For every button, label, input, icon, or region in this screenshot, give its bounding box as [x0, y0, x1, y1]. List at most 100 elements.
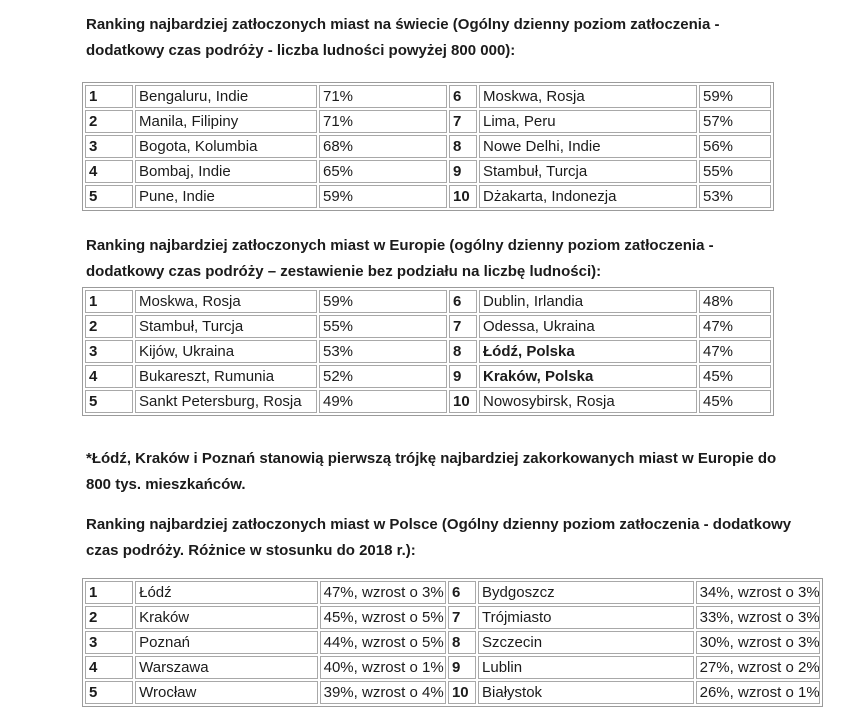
- city-cell: Stambuł, Turcja: [135, 315, 317, 338]
- rank-cell: 2: [85, 315, 133, 338]
- heading-line: Ranking najbardziej zatłoczonych miast w…: [86, 516, 792, 533]
- city-cell: Manila, Filipiny: [135, 110, 317, 133]
- city-cell: Sankt Petersburg, Rosja: [135, 390, 317, 413]
- rank-cell: 4: [85, 160, 133, 183]
- table-row: 4 Warszawa 40%, wzrost o 1% 9 Lublin 27%…: [85, 656, 820, 679]
- rank-cell: 2: [85, 110, 133, 133]
- value-cell: 59%: [319, 185, 447, 208]
- table-row: 3 Bogota, Kolumbia 68% 8 Nowe Delhi, Ind…: [85, 135, 771, 158]
- world-ranking-heading: Ranking najbardziej zatłoczonych miast n…: [86, 12, 850, 64]
- city-cell: Moskwa, Rosja: [135, 290, 317, 313]
- city-cell: Odessa, Ukraina: [479, 315, 697, 338]
- value-cell: 33%, wzrost o 3%: [695, 606, 820, 629]
- city-cell: Kraków, Polska: [479, 365, 697, 388]
- city-cell: Stambuł, Turcja: [479, 160, 697, 183]
- rank-cell: 4: [85, 656, 134, 679]
- heading-line: Ranking najbardziej zatłoczonych miast w…: [86, 237, 714, 254]
- rank-cell: 8: [447, 631, 477, 654]
- city-cell: Warszawa: [135, 656, 318, 679]
- table-row: 1 Łódź 47%, wzrost o 3% 6 Bydgoszcz 34%,…: [85, 581, 820, 604]
- rank-cell: 7: [447, 606, 477, 629]
- value-cell: 47%, wzrost o 3%: [319, 581, 446, 604]
- table-row: 1 Moskwa, Rosja 59% 6 Dublin, Irlandia 4…: [85, 290, 771, 313]
- city-cell: Białystok: [478, 681, 694, 704]
- rank-cell: 1: [85, 581, 134, 604]
- city-cell: Bukareszt, Rumunia: [135, 365, 317, 388]
- city-cell: Wrocław: [135, 681, 318, 704]
- rank-cell: 6: [449, 85, 477, 108]
- value-cell: 44%, wzrost o 5%: [319, 631, 446, 654]
- city-cell: Łódź, Polska: [479, 340, 697, 363]
- value-cell: 55%: [699, 160, 771, 183]
- table-row: 3 Kijów, Ukraina 53% 8 Łódź, Polska 47%: [85, 340, 771, 363]
- table-row: 2 Stambuł, Turcja 55% 7 Odessa, Ukraina …: [85, 315, 771, 338]
- poland-ranking-table: 1 Łódź 47%, wzrost o 3% 6 Bydgoszcz 34%,…: [82, 578, 823, 707]
- value-cell: 59%: [319, 290, 447, 313]
- value-cell: 34%, wzrost o 3%: [695, 581, 820, 604]
- table-row: 5 Sankt Petersburg, Rosja 49% 10 Nowosyb…: [85, 390, 771, 413]
- rank-cell: 10: [449, 185, 477, 208]
- world-ranking-table: 1 Bengaluru, Indie 71% 6 Moskwa, Rosja 5…: [82, 82, 774, 211]
- table-row: 4 Bombaj, Indie 65% 9 Stambuł, Turcja 55…: [85, 160, 771, 183]
- value-cell: 56%: [699, 135, 771, 158]
- rank-cell: 2: [85, 606, 134, 629]
- value-cell: 68%: [319, 135, 447, 158]
- city-cell: Bogota, Kolumbia: [135, 135, 317, 158]
- europe-ranking-heading: Ranking najbardziej zatłoczonych miast w…: [86, 233, 850, 285]
- table-row: 4 Bukareszt, Rumunia 52% 9 Kraków, Polsk…: [85, 365, 771, 388]
- value-cell: 59%: [699, 85, 771, 108]
- rank-cell: 10: [447, 681, 477, 704]
- city-cell: Moskwa, Rosja: [479, 85, 697, 108]
- rank-cell: 3: [85, 340, 133, 363]
- rank-cell: 1: [85, 85, 133, 108]
- value-cell: 53%: [319, 340, 447, 363]
- rank-cell: 10: [449, 390, 477, 413]
- value-cell: 39%, wzrost o 4%: [319, 681, 446, 704]
- table-row: 3 Poznań 44%, wzrost o 5% 8 Szczecin 30%…: [85, 631, 820, 654]
- value-cell: 45%, wzrost o 5%: [319, 606, 446, 629]
- rank-cell: 9: [449, 160, 477, 183]
- rank-cell: 9: [449, 365, 477, 388]
- value-cell: 65%: [319, 160, 447, 183]
- value-cell: 27%, wzrost o 2%: [695, 656, 820, 679]
- city-cell: Kraków: [135, 606, 318, 629]
- table-row: 1 Bengaluru, Indie 71% 6 Moskwa, Rosja 5…: [85, 85, 771, 108]
- heading-line: dodatkowy czas podróży – zestawienie bez…: [86, 263, 602, 280]
- city-cell: Bombaj, Indie: [135, 160, 317, 183]
- city-cell: Pune, Indie: [135, 185, 317, 208]
- value-cell: 26%, wzrost o 1%: [695, 681, 820, 704]
- value-cell: 45%: [699, 390, 771, 413]
- rank-cell: 5: [85, 390, 133, 413]
- city-cell: Kijów, Ukraina: [135, 340, 317, 363]
- rank-cell: 7: [449, 110, 477, 133]
- value-cell: 40%, wzrost o 1%: [319, 656, 446, 679]
- value-cell: 47%: [699, 340, 771, 363]
- rank-cell: 5: [85, 681, 134, 704]
- value-cell: 55%: [319, 315, 447, 338]
- city-cell: Trójmiasto: [478, 606, 694, 629]
- value-cell: 45%: [699, 365, 771, 388]
- rank-cell: 8: [449, 135, 477, 158]
- rank-cell: 3: [85, 631, 134, 654]
- rank-cell: 3: [85, 135, 133, 158]
- value-cell: 71%: [319, 85, 447, 108]
- value-cell: 30%, wzrost o 3%: [695, 631, 820, 654]
- rank-cell: 4: [85, 365, 133, 388]
- heading-line: czas podróży. Różnice w stosunku do 2018…: [86, 542, 416, 559]
- city-cell: Lima, Peru: [479, 110, 697, 133]
- heading-line: dodatkowy czas podróży - liczba ludności…: [86, 42, 516, 59]
- value-cell: 47%: [699, 315, 771, 338]
- rank-cell: 8: [449, 340, 477, 363]
- rank-cell: 6: [447, 581, 477, 604]
- heading-line: Ranking najbardziej zatłoczonych miast n…: [86, 16, 720, 33]
- city-cell: Szczecin: [478, 631, 694, 654]
- city-cell: Bydgoszcz: [478, 581, 694, 604]
- note-line: 800 tys. mieszkańców.: [86, 476, 246, 493]
- rank-cell: 1: [85, 290, 133, 313]
- city-cell: Dublin, Irlandia: [479, 290, 697, 313]
- city-cell: Dżakarta, Indonezja: [479, 185, 697, 208]
- city-cell: Nowosybirsk, Rosja: [479, 390, 697, 413]
- rank-cell: 6: [449, 290, 477, 313]
- city-cell: Łódź: [135, 581, 318, 604]
- europe-ranking-table: 1 Moskwa, Rosja 59% 6 Dublin, Irlandia 4…: [82, 287, 774, 416]
